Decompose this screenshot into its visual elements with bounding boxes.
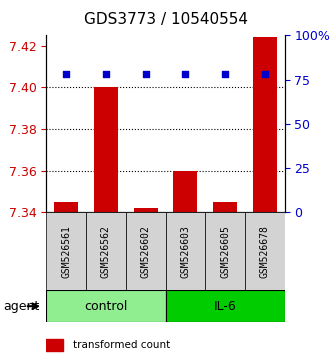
Bar [134,208,158,212]
Text: IL-6: IL-6 [214,300,236,313]
Text: GSM526561: GSM526561 [61,225,71,278]
Text: control: control [84,300,128,313]
FancyBboxPatch shape [166,290,285,322]
FancyBboxPatch shape [166,212,205,290]
Bar [253,38,277,212]
Point [262,72,267,77]
Text: GSM526605: GSM526605 [220,225,230,278]
FancyBboxPatch shape [205,212,245,290]
Point [143,72,148,77]
FancyBboxPatch shape [86,212,126,290]
Bar [213,202,237,212]
Bar [94,87,118,212]
Text: GSM526603: GSM526603 [180,225,190,278]
Text: GSM526562: GSM526562 [101,225,111,278]
Point [222,72,228,77]
Point [183,72,188,77]
Bar [46,339,63,350]
Text: GSM526602: GSM526602 [141,225,151,278]
FancyBboxPatch shape [46,290,166,322]
Text: agent: agent [3,300,40,313]
Point [64,72,69,77]
Bar [173,171,197,212]
Point [103,72,109,77]
Text: transformed count: transformed count [72,339,170,350]
Text: GSM526678: GSM526678 [260,225,270,278]
FancyBboxPatch shape [126,212,166,290]
FancyBboxPatch shape [46,212,86,290]
Text: GDS3773 / 10540554: GDS3773 / 10540554 [83,12,248,27]
FancyBboxPatch shape [245,212,285,290]
Bar [54,202,78,212]
